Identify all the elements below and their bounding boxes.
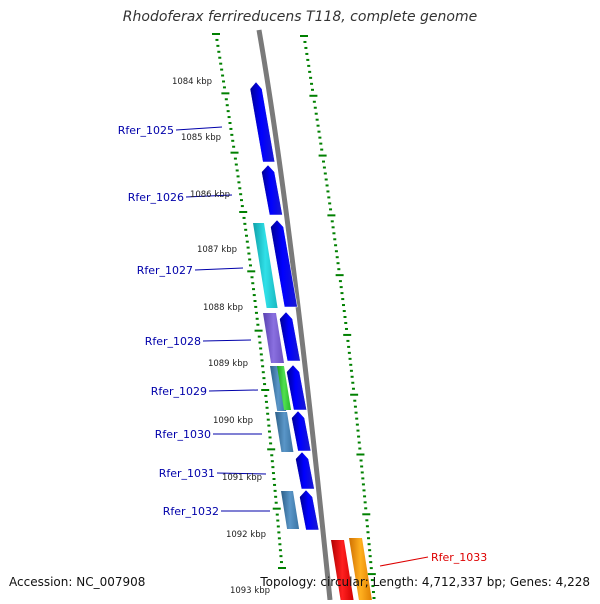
kbp-tick-label: 1092 kbp [226,530,266,540]
gene-leader-line [185,194,233,198]
kbp-tick-label: 1084 kbp [172,77,212,87]
gene-leader-line [202,339,252,342]
gene-label-rfer-1028[interactable]: Rfer_1028 [145,335,201,348]
cds-rfer-1027[interactable] [270,219,298,308]
cds-rfer-1030[interactable] [291,410,312,452]
accession-label: Accession: NC_007908 [9,575,146,589]
cds-rfer-1033-cog[interactable] [349,538,372,600]
cog-bar-rfer-1028[interactable] [263,313,284,363]
kbp-tick-label: 1088 kbp [203,303,243,313]
gene-label-rfer-1032[interactable]: Rfer_1032 [163,505,219,518]
page-title: Rhodoferax ferrireducens T118, complete … [122,9,478,25]
gene-leader-line [175,126,223,131]
kbp-tick-label: 1087 kbp [197,245,237,255]
kbp-tick-label: 1090 kbp [213,416,253,426]
gene-leader-line [379,556,429,567]
cds-rfer-1031[interactable] [295,451,315,490]
cog-bar-rfer-1029b[interactable] [277,366,292,410]
kbp-tick-label: 1086 kbp [190,190,230,200]
gene-label-rfer-1033[interactable]: Rfer_1033 [431,551,487,564]
genome-summary: Topology: circular; Length: 4,712,337 bp… [260,575,590,589]
cds-rfer-1025[interactable] [249,81,276,163]
gene-label-rfer-1030[interactable]: Rfer_1030 [155,428,211,441]
kbp-tick-label: 1085 kbp [181,133,221,143]
kbp-tick-label: 1089 kbp [208,359,248,369]
gene-leader-line [208,389,259,392]
gene-label-rfer-1027[interactable]: Rfer_1027 [137,264,193,277]
gene-label-rfer-1029[interactable]: Rfer_1029 [151,385,207,398]
gene-leader-line [216,472,267,475]
gene-label-rfer-1025[interactable]: Rfer_1025 [118,124,174,137]
cds-rfer-1029[interactable] [286,364,308,411]
cog-bar-rfer-1027[interactable] [253,223,278,308]
cog-bar-rfer-1029[interactable] [270,366,287,411]
cds-rfer-1028[interactable] [279,311,301,362]
cds-rfer-1032[interactable] [299,489,320,531]
cds-rfer-1033[interactable] [331,540,354,600]
kbp-tick-label: 1091 kbp [222,473,262,483]
kbp-tick-label: 1093 kbp [230,586,270,596]
genome-backbone [256,29,333,601]
gene-label-rfer-1026[interactable]: Rfer_1026 [128,191,184,204]
gene-label-rfer-1031[interactable]: Rfer_1031 [159,467,215,480]
cog-bar-rfer-1032[interactable] [281,491,300,529]
gene-leader-line [194,267,244,271]
cog-bar-rfer-1030[interactable] [275,412,294,452]
cds-rfer-1026[interactable] [261,164,283,216]
